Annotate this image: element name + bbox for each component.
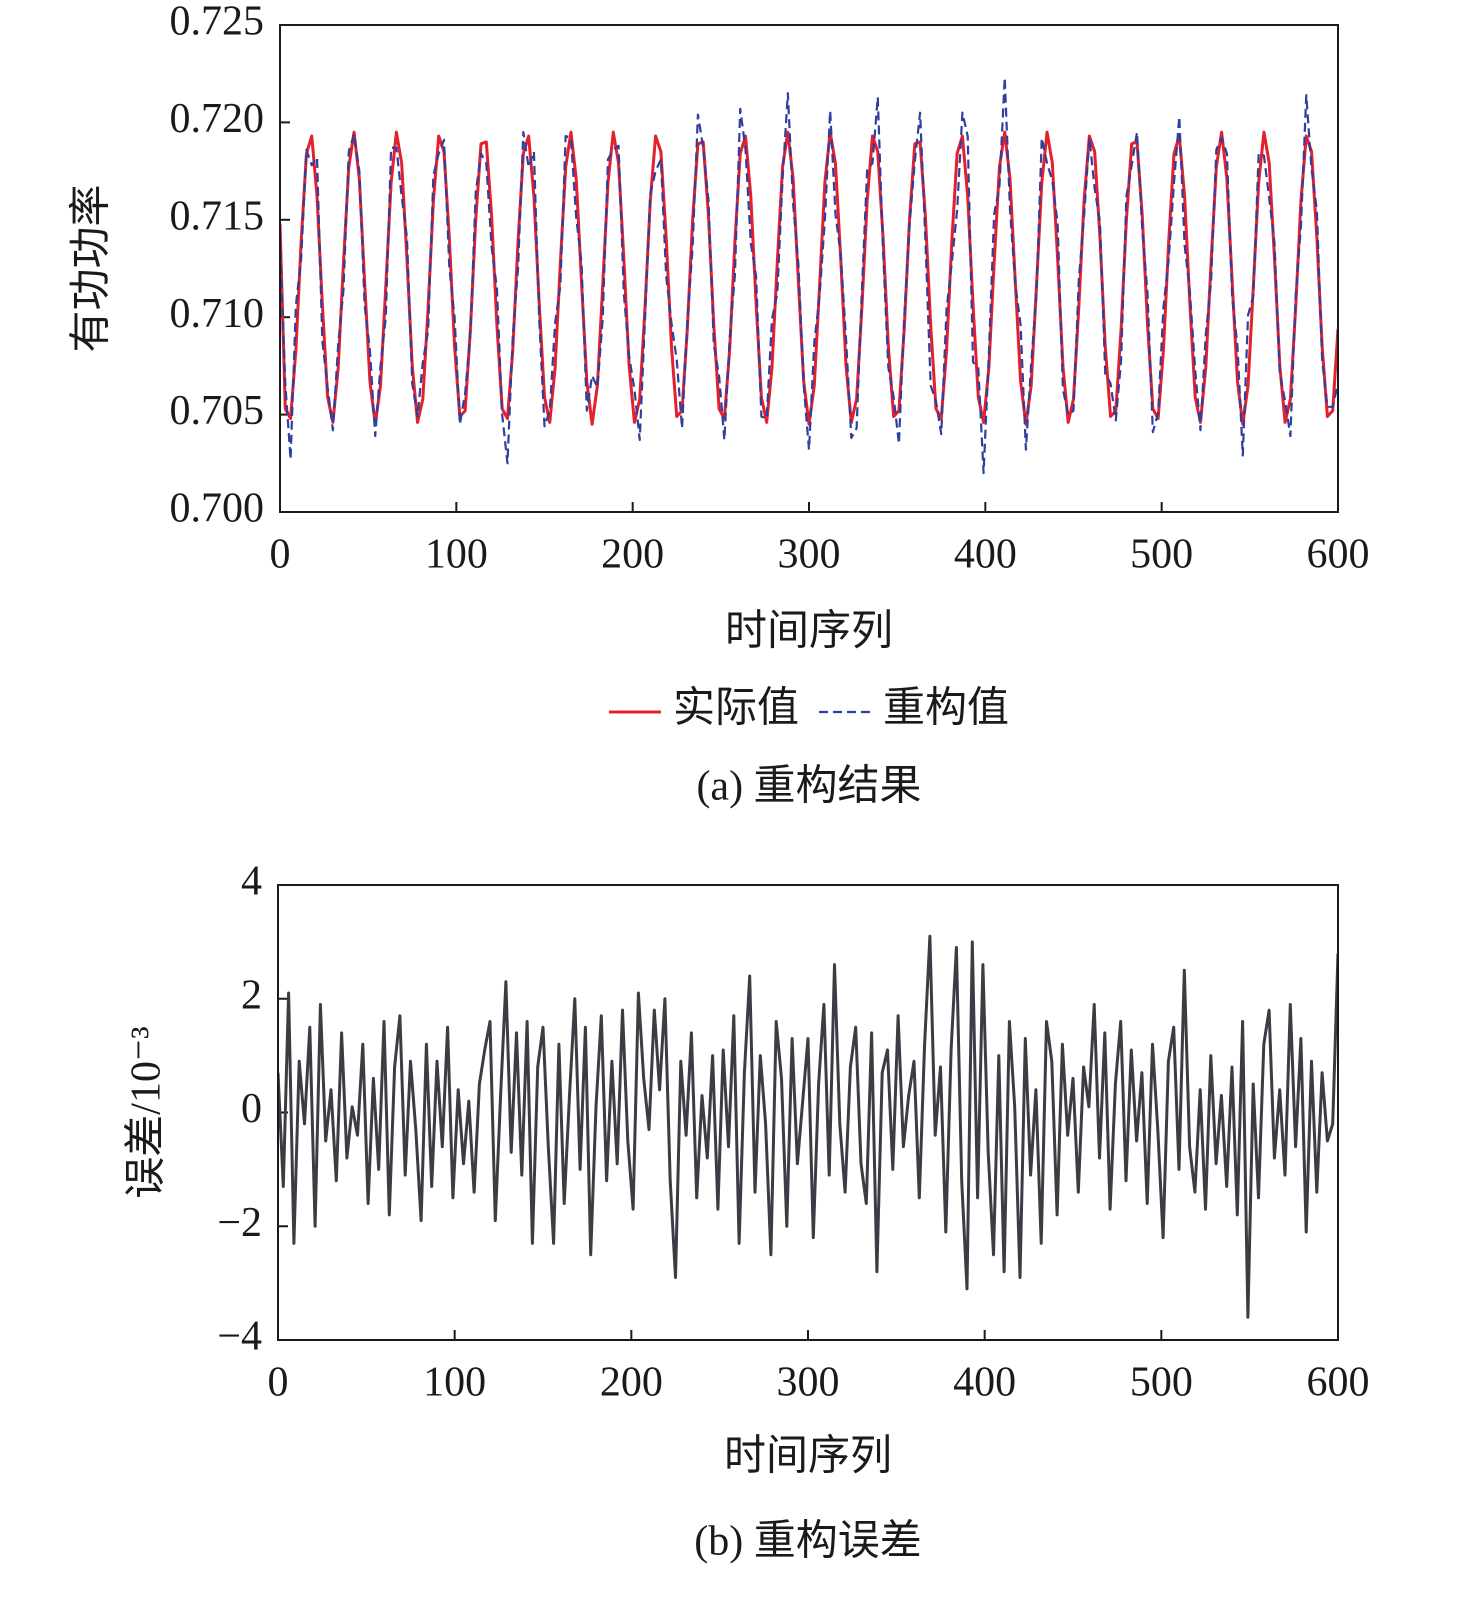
plot-frame <box>277 884 1339 1341</box>
x-axis-label: 时间序列 <box>724 1434 892 1480</box>
x-tick-label: 600 <box>1307 1360 1370 1406</box>
data-line <box>280 76 1338 475</box>
y-tick-label: 0.705 <box>170 388 265 434</box>
x-tick-label: 500 <box>1130 1360 1193 1406</box>
y-tick-label: 0.720 <box>170 96 265 142</box>
data-line <box>280 130 1338 426</box>
y-tick-label: 4 <box>241 859 262 905</box>
x-tick-label: 300 <box>778 532 841 578</box>
legend: 实际值 重构值 <box>608 685 1009 732</box>
x-tick-label: 600 <box>1307 532 1370 578</box>
y-tick-label: 0.700 <box>170 486 265 532</box>
x-tick-label: 100 <box>423 1360 486 1406</box>
x-tick-label: 500 <box>1130 532 1193 578</box>
x-tick-label: 0 <box>268 1360 289 1406</box>
x-tick-label: 200 <box>601 532 664 578</box>
y-tick-label: 0 <box>241 1086 262 1132</box>
x-axis-label: 时间序列 <box>725 609 893 655</box>
caption: (b) 重构误差 <box>694 1519 921 1565</box>
plot-frame <box>279 24 1339 513</box>
x-tick-label: 100 <box>425 532 488 578</box>
y-tick-label: 0.715 <box>170 193 265 239</box>
y-tick-label: −4 <box>217 1314 262 1360</box>
x-tick-label: 400 <box>954 532 1017 578</box>
data-line <box>278 934 1338 1319</box>
y-tick-label: −2 <box>217 1200 262 1246</box>
y-tick-label: 2 <box>241 972 262 1018</box>
y-tick-label: 0.725 <box>170 0 265 45</box>
legend-label: 重构值 <box>883 686 1009 732</box>
caption: (a) 重构结果 <box>696 764 921 810</box>
x-tick-label: 200 <box>600 1360 663 1406</box>
x-tick-label: 400 <box>953 1360 1016 1406</box>
y-axis-label: 误差/10⁻³ <box>124 1026 170 1198</box>
y-tick-label: 0.710 <box>170 291 265 337</box>
y-axis-label: 有功功率 <box>68 184 115 352</box>
x-tick-label: 0 <box>270 532 291 578</box>
legend-label: 实际值 <box>673 685 799 732</box>
x-tick-label: 300 <box>777 1360 840 1406</box>
